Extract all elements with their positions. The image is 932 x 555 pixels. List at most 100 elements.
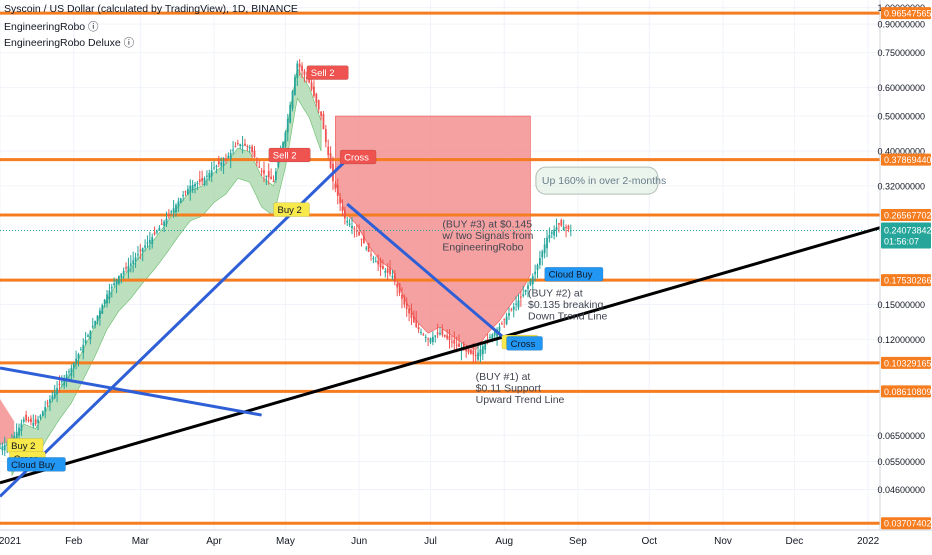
candle-body — [522, 294, 525, 296]
candle-body — [562, 226, 565, 231]
candle-body — [260, 170, 263, 172]
candle-body — [241, 144, 244, 146]
candle-body — [272, 181, 275, 183]
candle-body — [160, 223, 163, 225]
price-tick-label: 0.90000000 — [877, 20, 925, 30]
trendline-blue-downtrend — [346, 202, 510, 344]
candle-body — [519, 296, 522, 298]
candle-body — [362, 235, 365, 244]
candle-body — [82, 344, 85, 353]
level-tag-label: 0.03707402 — [884, 519, 932, 529]
candle-body — [510, 309, 513, 311]
candle-body — [441, 329, 444, 335]
candle-body — [503, 319, 506, 321]
candle-body — [232, 149, 234, 151]
candle-body — [184, 191, 187, 193]
signal-badge — [268, 147, 311, 163]
level-tag — [881, 153, 931, 166]
candle-body — [79, 349, 82, 351]
price-tick-label: 0.60000000 — [877, 83, 925, 93]
candle-body — [322, 114, 325, 130]
candle-body — [201, 177, 204, 182]
signal-label: Sell 2 — [273, 150, 297, 161]
candle-body — [348, 223, 351, 225]
candle-body — [277, 161, 280, 168]
candle-body — [56, 388, 58, 394]
signal-badge — [6, 457, 66, 472]
level-tag — [881, 274, 931, 287]
candle-body — [65, 374, 68, 381]
candle-body — [98, 310, 101, 319]
signal-buy-2: Buy 2 — [273, 202, 310, 217]
candle-body — [234, 146, 237, 148]
signal-sell-2: Sell 2 — [268, 147, 311, 163]
candle-body — [122, 270, 125, 275]
candle-body — [524, 289, 527, 293]
annotation-line: $0.11 Support — [476, 383, 541, 395]
annotation-line: $0.135 breaking — [528, 299, 603, 311]
level-tag — [881, 209, 931, 222]
candle-body — [108, 290, 111, 300]
signal-buy-2: Buy 2 — [6, 438, 44, 453]
candle-body — [27, 419, 30, 422]
candle-body — [543, 244, 546, 254]
candle-body — [115, 279, 118, 285]
candle-body — [30, 418, 32, 422]
candle-body — [329, 153, 332, 169]
current-price-tag-label: 0.24073842 — [884, 225, 932, 235]
candle-body — [263, 170, 265, 174]
candle-body — [298, 63, 301, 68]
candle-body — [534, 271, 537, 275]
candle-body — [412, 316, 415, 323]
candle-body — [53, 391, 56, 398]
candle-body — [351, 225, 353, 229]
candle-body — [453, 339, 456, 344]
level-tag-label: 0.17530266 — [884, 276, 932, 286]
candle-body — [274, 171, 277, 180]
candle-body — [18, 427, 20, 436]
signal-label: Cloud Buy — [11, 460, 55, 471]
candle-body — [156, 231, 158, 233]
signal-cloud-buy: Cloud Buy — [6, 457, 66, 472]
signal-badge — [273, 202, 310, 217]
candle-body — [248, 147, 251, 149]
price-tick-label: 0.05500000 — [877, 457, 925, 467]
candle-body — [465, 347, 468, 352]
candle-body — [139, 249, 142, 252]
candle-body — [360, 238, 363, 240]
candle-body — [34, 419, 37, 424]
candle-body — [32, 422, 35, 426]
candle-body — [37, 419, 39, 423]
candle-body — [474, 355, 477, 357]
time-tick-label: Nov — [714, 536, 732, 547]
candle-body — [215, 165, 218, 167]
candle-body — [96, 315, 99, 322]
candle-body — [198, 179, 201, 183]
signal-badge — [544, 266, 604, 282]
price-tick-label: 0.15000000 — [877, 300, 925, 310]
candle-body — [148, 239, 151, 244]
annotation-line: EngineeringRobo — [442, 242, 523, 254]
candle-body — [427, 338, 430, 340]
indicator-label-1[interactable]: EngineeringRobo ⓘ — [4, 21, 99, 33]
candle-body — [377, 260, 380, 265]
current-price-tag — [881, 222, 931, 249]
candle-body — [296, 63, 299, 79]
annotation-line: (BUY #2) at — [528, 287, 583, 299]
candle-body — [141, 248, 144, 252]
candle-body — [165, 218, 168, 225]
candle-body — [120, 273, 123, 278]
price-tick-label: 0.04600000 — [877, 485, 925, 495]
price-tags: 0.96547565 0.37869440 0.26567702 0.17530266… — [881, 7, 932, 530]
candle-body — [153, 232, 156, 235]
candle-body — [389, 268, 391, 275]
candle-body — [60, 381, 63, 383]
price-tick-label: 0.06500000 — [877, 431, 925, 441]
candle-body — [324, 129, 327, 143]
indicator-label-2[interactable]: EngineeringRobo Deluxe ⓘ — [4, 37, 135, 49]
candle-body — [374, 261, 377, 263]
candle-body — [118, 275, 120, 284]
